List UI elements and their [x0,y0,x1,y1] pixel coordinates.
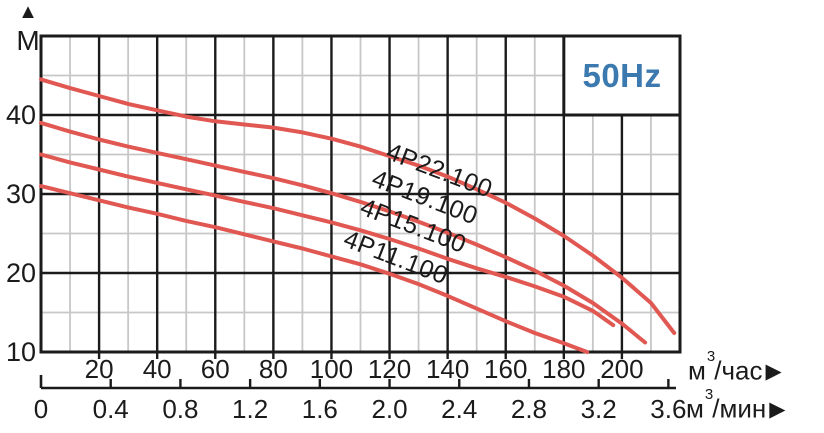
min-unit-text: м [686,393,704,424]
min-unit-suffix: /мин [712,393,767,424]
frequency-label: 50Hz [582,56,662,94]
x-axis-hour-unit: м3/час ▶ [688,348,782,388]
y-tick-label: 10 [6,337,36,367]
x-hour-tick-label: 40 [143,354,172,384]
y-axis-unit-label: M [16,25,40,56]
x-min-tick-label: 2.4 [441,394,477,424]
x-hour-tick-label: 100 [310,354,353,384]
x-min-tick-label: 3.2 [581,394,617,424]
x-hour-tick-label: 20 [85,354,114,384]
x-min-tick-label: 2.8 [511,394,547,424]
y-axis-up-arrow-icon: ▲ [18,1,38,23]
x-min-tick-label: 3.6 [650,394,686,424]
x-min-tick-label: 1.6 [302,394,338,424]
x-hour-tick-label: 140 [426,354,469,384]
pump-curve-4P19.100 [39,120,648,345]
x-hour-tick-label: 180 [542,354,585,384]
x-hour-tick-label: 160 [484,354,527,384]
x-min-tick-label: 1.2 [232,394,268,424]
pump-curve-4P22.100 [39,77,677,335]
pump-curve-4P15.100 [39,152,616,328]
arrow-right-icon: ▶ [765,359,782,383]
frequency-badge: 50Hz [564,36,680,115]
x-hour-tick-label: 80 [259,354,288,384]
plot-border [39,34,682,354]
hour-unit-suffix: /час [714,355,763,386]
min-unit-sup: 3 [704,386,714,403]
x-min-tick-label: 2.0 [371,394,407,424]
y-tick-label: 20 [6,258,36,288]
arrow-right-icon: ▶ [769,397,786,421]
x-min-tick-label: 0 [34,394,48,424]
pump-curve-4P11.100 [39,184,590,354]
x-hour-tick-label: 60 [201,354,230,384]
x-min-tick-label: 0.4 [93,394,129,424]
x-axis-min-unit: м3/мин ▶ [686,386,786,426]
hour-unit-sup: 3 [706,348,716,365]
y-tick-label: 40 [6,100,36,130]
y-tick-label: 30 [6,179,36,209]
x-min-tick-label: 0.8 [162,394,198,424]
x-hour-tick-label: 200 [600,354,643,384]
hour-unit-text: м [688,355,706,386]
